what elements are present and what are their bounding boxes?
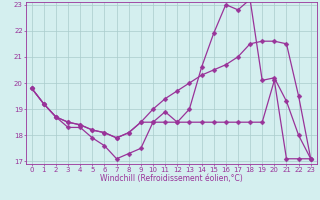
X-axis label: Windchill (Refroidissement éolien,°C): Windchill (Refroidissement éolien,°C) bbox=[100, 174, 243, 183]
